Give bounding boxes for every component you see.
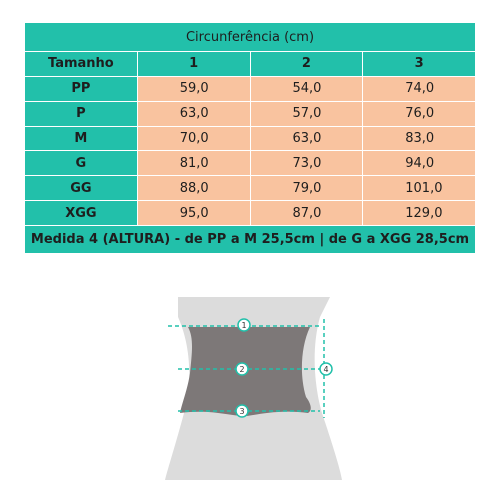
cell-measure-2: 73,0 xyxy=(249,150,364,177)
cell-measure-2: 63,0 xyxy=(249,125,364,152)
size-label: GG xyxy=(24,175,138,202)
header-size: Tamanho xyxy=(24,51,138,77)
table-row: M 70,0 63,0 83,0 xyxy=(24,125,476,152)
size-label: PP xyxy=(24,75,138,102)
cell-measure-2: 54,0 xyxy=(249,75,364,102)
header-row: Tamanho 1 2 3 xyxy=(24,51,476,77)
table-footer: Medida 4 (ALTURA) - de PP a M 25,5cm | d… xyxy=(24,225,476,254)
size-label: XGG xyxy=(24,200,138,227)
header-measure-1: 1 xyxy=(136,51,251,77)
cell-measure-1: 81,0 xyxy=(136,150,251,177)
cell-measure-2: 57,0 xyxy=(249,100,364,127)
table-title: Circunferência (cm) xyxy=(24,22,476,52)
cell-measure-3: 101,0 xyxy=(362,175,476,202)
cell-measure-1: 88,0 xyxy=(136,175,251,202)
cell-measure-1: 59,0 xyxy=(136,75,251,102)
size-label: P xyxy=(24,100,138,127)
svg-text:3: 3 xyxy=(239,407,244,416)
size-label: M xyxy=(24,125,138,152)
marker-4: 4 xyxy=(319,362,333,376)
cell-measure-3: 83,0 xyxy=(362,125,476,152)
cell-measure-3: 94,0 xyxy=(362,150,476,177)
table-row: GG 88,0 79,0 101,0 xyxy=(24,175,476,202)
cell-measure-2: 87,0 xyxy=(249,200,364,227)
header-measure-3: 3 xyxy=(362,51,476,77)
cell-measure-1: 95,0 xyxy=(136,200,251,227)
size-label: G xyxy=(24,150,138,177)
header-measure-2: 2 xyxy=(249,51,364,77)
table-row: XGG 95,0 87,0 129,0 xyxy=(24,200,476,227)
cell-measure-1: 63,0 xyxy=(136,100,251,127)
svg-text:4: 4 xyxy=(323,365,328,374)
svg-text:2: 2 xyxy=(239,365,244,374)
cell-measure-3: 76,0 xyxy=(362,100,476,127)
measurement-diagram: 1 2 3 4 xyxy=(165,297,342,480)
table-row: P 63,0 57,0 76,0 xyxy=(24,100,476,127)
cell-measure-2: 79,0 xyxy=(249,175,364,202)
marker-3: 3 xyxy=(235,404,249,418)
table-row: G 81,0 73,0 94,0 xyxy=(24,150,476,177)
cell-measure-1: 70,0 xyxy=(136,125,251,152)
cell-measure-3: 74,0 xyxy=(362,75,476,102)
table-row: PP 59,0 54,0 74,0 xyxy=(24,75,476,102)
marker-2: 2 xyxy=(235,362,249,376)
marker-1: 1 xyxy=(237,318,251,332)
size-table: Circunferência (cm) Tamanho 1 2 3 PP 59,… xyxy=(24,22,476,254)
cell-measure-3: 129,0 xyxy=(362,200,476,227)
svg-text:1: 1 xyxy=(241,321,246,330)
